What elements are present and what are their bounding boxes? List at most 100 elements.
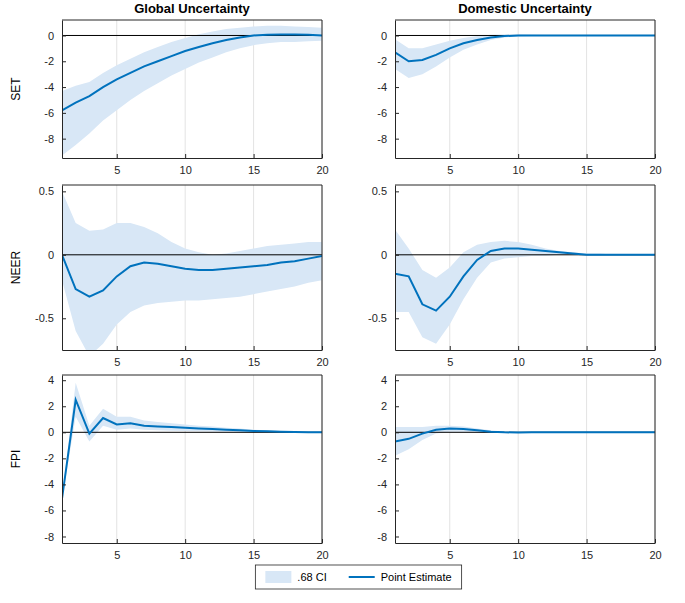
grid-line [518,20,519,158]
tick-label: 15 [581,549,593,561]
tick-label: 5 [447,549,453,561]
tick-label: 0.5 [39,185,54,197]
tick-mark [395,87,399,88]
tick: 2 [48,400,66,412]
tick: 10 [513,154,525,176]
tick-label: 2 [381,400,387,412]
tick-mark [185,346,186,350]
tick-mark [62,380,66,381]
tick: 15 [248,154,260,176]
tick-mark [117,154,118,158]
point-estimate-line [62,255,322,297]
legend: .68 CIPoint Estimate [255,565,461,589]
y-label: SET [9,77,23,101]
tick-label: 15 [248,356,260,368]
tick: 5 [447,539,453,561]
tick-mark [518,539,519,543]
tick-mark [62,318,66,319]
axis-line [63,350,323,351]
tick-mark [395,61,399,62]
tick-label: 10 [180,549,192,561]
y-axis: -8-6-4-2024 [377,374,399,543]
grid-line [586,20,587,158]
tick-mark [395,432,399,433]
tick-label: 10 [513,356,525,368]
panel: 5101520-0.500.5NEER [9,185,329,368]
tick-mark [587,539,588,543]
tick: -4 [377,478,399,490]
tick-label: -2 [44,55,54,67]
ci-band [62,191,322,350]
tick: -2 [44,55,66,67]
tick-mark [395,139,399,140]
tick-mark [62,432,66,433]
axis-line [63,158,323,159]
tick-label: 10 [513,164,525,176]
x-axis: 5101520 [396,539,662,561]
x-axis: 5101520 [63,154,329,176]
panel-title: Domestic Uncertainty [458,1,592,16]
tick-mark [518,154,519,158]
point-estimate-line [395,35,655,61]
tick-label: -6 [44,504,54,516]
tick: -6 [377,504,399,516]
grid-line [185,375,186,543]
tick-label: 20 [316,164,328,176]
tick-mark [395,191,399,192]
y-axis: -8-6-4-20 [44,21,66,159]
tick-mark [395,536,399,537]
panel: 5101520-8-6-4-20Domestic Uncertainty [377,1,661,176]
tick: 10 [180,346,192,368]
frame [62,20,322,158]
tick-mark [185,154,186,158]
panel-title: Global Uncertainty [134,1,250,16]
tick-label: -6 [377,107,387,119]
tick: -2 [377,55,399,67]
tick-mark [62,458,66,459]
grid-line [253,375,254,543]
tick: 15 [581,154,593,176]
tick: 15 [581,539,593,561]
axis-line [62,21,63,159]
tick-label: 10 [180,356,192,368]
tick-label: -8 [377,133,387,145]
tick-mark [254,539,255,543]
axis-line [396,543,656,544]
tick-label: -4 [44,478,54,490]
tick-label: 15 [581,164,593,176]
tick: -4 [377,81,399,93]
frame [395,185,655,350]
tick-label: 4 [48,374,54,386]
panel: 5101520-0.500.5 [368,185,662,368]
tick-label: -0.5 [35,312,54,324]
tick-mark [62,61,66,62]
plot-area [395,35,655,78]
tick-label: 20 [316,356,328,368]
tick-label: 0 [381,426,387,438]
tick-label: 5 [447,164,453,176]
plot-area [62,383,322,500]
legend-swatch [265,571,291,583]
tick-label: 15 [581,356,593,368]
tick: -4 [44,81,66,93]
tick-mark [62,139,66,140]
tick-mark [395,255,399,256]
tick-mark [395,510,399,511]
tick-label: 5 [114,549,120,561]
tick: 10 [513,539,525,561]
frame [395,375,655,543]
tick-mark [587,154,588,158]
axis-line [395,376,396,544]
tick: 2 [381,400,399,412]
tick-label: 0 [381,249,387,261]
frame [62,185,322,350]
panel: 5101520-8-6-4-2024FPI [9,374,329,561]
axis-line [395,21,396,159]
axis-line [62,376,63,544]
grid-line [449,375,450,543]
tick-label: -2 [44,452,54,464]
tick: -8 [377,531,399,543]
tick-label: -4 [377,478,387,490]
tick-label: 10 [513,549,525,561]
tick-label: 2 [48,400,54,412]
